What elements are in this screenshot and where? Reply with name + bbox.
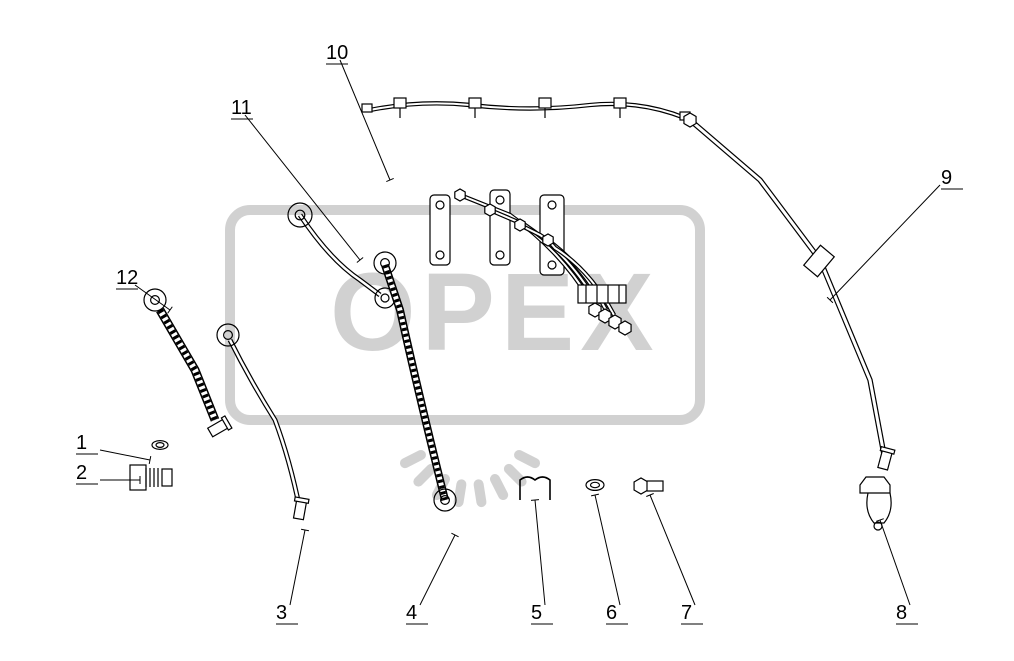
callout-label-8: 8 — [896, 602, 907, 625]
callout-label-6: 6 — [606, 602, 617, 625]
callout-label-4: 4 — [406, 602, 417, 625]
leader-11 — [245, 115, 360, 260]
callout-label-1: 1 — [76, 432, 87, 455]
leader-5 — [535, 500, 545, 605]
leader-6 — [595, 495, 620, 605]
bracket — [490, 190, 510, 265]
callout-label-7: 7 — [681, 602, 692, 625]
callout-label-5: 5 — [531, 602, 542, 625]
leader-1 — [100, 450, 150, 460]
callout-label-9: 9 — [941, 167, 952, 190]
bracket — [430, 195, 450, 265]
callout-label-12: 12 — [116, 267, 138, 290]
leader-4 — [420, 535, 455, 605]
leader-3 — [290, 530, 305, 605]
leader-7 — [650, 495, 695, 605]
callout-label-2: 2 — [76, 462, 87, 485]
leader-9 — [830, 185, 940, 300]
leader-10 — [340, 60, 390, 180]
callout-label-11: 11 — [231, 97, 252, 120]
callout-label-3: 3 — [276, 602, 287, 625]
technical-drawing: OPEX — [0, 0, 1014, 661]
watermark-group: OPEX — [230, 210, 700, 502]
leader-8 — [880, 520, 910, 605]
callout-label-10: 10 — [326, 42, 348, 65]
